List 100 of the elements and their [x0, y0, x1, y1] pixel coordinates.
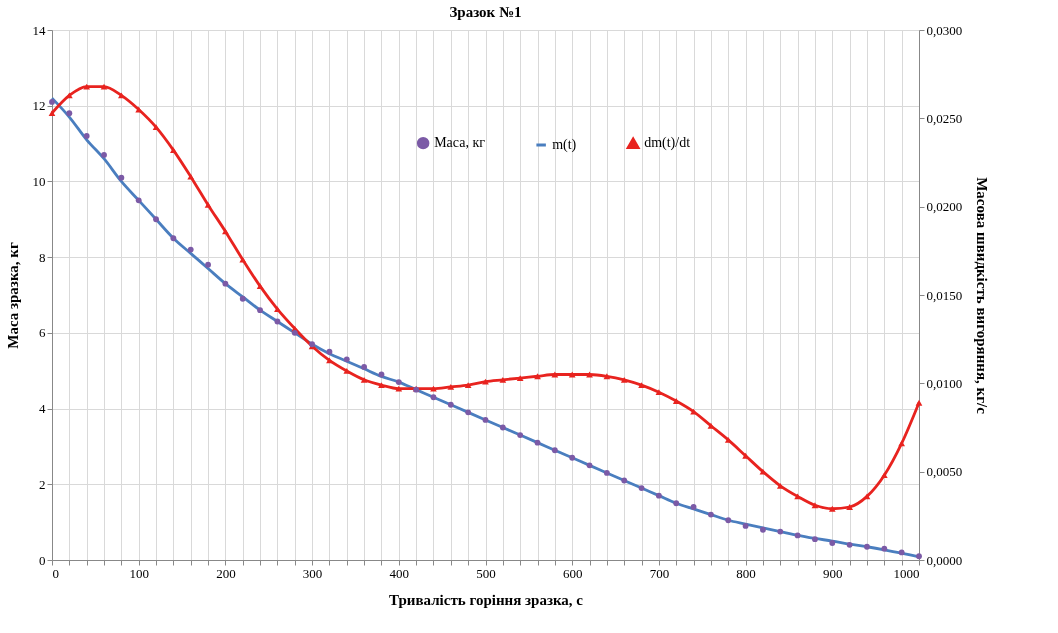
point [118, 174, 125, 181]
point [673, 500, 680, 507]
x-tick-label: 1000 [893, 565, 920, 581]
point [499, 376, 507, 383]
y2-axis-title: Масова швидкість вигоряння, кг/с [974, 177, 991, 415]
point [569, 454, 576, 461]
x-tick-label: 0 [52, 565, 59, 581]
point [534, 373, 541, 380]
point [274, 318, 281, 325]
point [482, 417, 489, 423]
point [898, 440, 906, 447]
point [204, 201, 212, 208]
point [708, 511, 714, 518]
point [187, 246, 194, 253]
point [724, 436, 732, 443]
point [326, 348, 333, 355]
point [361, 364, 368, 370]
x-tick-label: 600 [562, 565, 583, 581]
point [48, 110, 56, 116]
point [864, 543, 870, 550]
point [187, 173, 195, 180]
x-tick-label: 700 [649, 565, 670, 581]
x-tick-label: 900 [823, 565, 843, 581]
point [135, 197, 142, 204]
point [742, 523, 749, 529]
point [638, 485, 645, 491]
x-tick-label: 200 [216, 565, 236, 581]
y2-tick-label: 0,0100 [926, 375, 963, 391]
x-tick-label: 500 [476, 565, 496, 581]
point [239, 256, 247, 263]
point [430, 385, 437, 392]
point [551, 447, 558, 454]
point [776, 482, 784, 489]
y2-tick-label: 0,0050 [926, 464, 963, 480]
legend-label: Маса, кг [434, 135, 486, 151]
point [915, 399, 923, 406]
point [222, 228, 229, 235]
point [655, 389, 663, 396]
point [603, 373, 611, 380]
y-tick-label: 12 [32, 98, 46, 114]
point [447, 383, 455, 390]
point [812, 536, 818, 543]
legend-label: dm(t)/dt [644, 135, 691, 152]
point [257, 307, 263, 314]
point [725, 517, 732, 524]
y2-tick-label: 0,0200 [926, 199, 963, 215]
point [239, 295, 246, 302]
y-tick-label: 10 [32, 173, 46, 189]
point [846, 504, 853, 510]
point [828, 505, 836, 512]
y2-tick-label: 0,0150 [926, 287, 963, 303]
point [672, 398, 680, 404]
point [516, 375, 524, 381]
y-tick-label: 2 [39, 476, 46, 492]
point [170, 235, 177, 242]
point [153, 216, 159, 223]
x-axis-title: Тривалість горіння зразка, с [388, 591, 584, 608]
point [360, 376, 368, 383]
point [222, 280, 229, 287]
point [881, 545, 888, 552]
point [274, 306, 281, 313]
point [603, 470, 610, 476]
point [811, 502, 819, 509]
point [101, 152, 107, 158]
y-axis-title: Маса зразка, кг [4, 242, 21, 349]
point [395, 385, 403, 392]
y-tick-label: 14 [32, 22, 46, 38]
point [170, 147, 177, 154]
point [760, 526, 766, 533]
point [256, 283, 264, 290]
y-tick-label: 6 [39, 325, 46, 341]
point [621, 477, 628, 484]
point [395, 379, 402, 385]
point [829, 540, 836, 546]
x-tick-label: 400 [389, 565, 410, 581]
point [465, 409, 472, 416]
point [464, 382, 472, 389]
point [83, 133, 90, 139]
point [499, 424, 506, 431]
point [378, 382, 385, 389]
point [880, 472, 888, 479]
point [586, 462, 593, 469]
y-tick-label: 0 [39, 552, 46, 568]
y2-tick-label: 0,0300 [926, 22, 963, 38]
point [66, 110, 73, 117]
point [534, 439, 541, 446]
point [430, 394, 437, 401]
point [118, 92, 125, 99]
x-tick-label: 100 [129, 565, 149, 581]
point [655, 492, 662, 499]
point [690, 408, 697, 415]
point [898, 549, 905, 556]
legend-label: m(t) [552, 137, 577, 153]
point [517, 432, 524, 438]
point [846, 541, 853, 548]
point [690, 504, 697, 510]
point [447, 401, 454, 408]
point [152, 124, 160, 131]
point [291, 329, 298, 336]
point [343, 356, 350, 363]
